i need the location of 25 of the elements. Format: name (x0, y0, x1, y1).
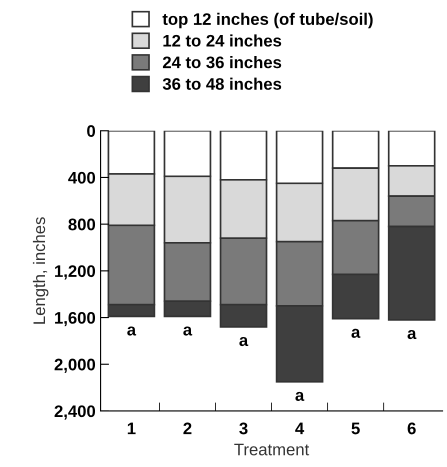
y-tick-label: 2,400 (54, 405, 96, 420)
legend-label: top 12 inches (of tube/soil) (162, 12, 373, 28)
annotation: a (295, 392, 304, 401)
x-tick-label: 1 (128, 422, 136, 434)
x-axis-title: Treatment (234, 444, 310, 456)
annotation: a (183, 326, 192, 336)
y-tick-label: 2,000 (54, 358, 96, 373)
annotation: a (127, 326, 136, 336)
legend-label: 36 to 48 inches (162, 78, 282, 90)
y-tick-label: 1,600 (55, 312, 96, 326)
y-tick-label: 1,200 (55, 265, 96, 280)
x-tick-label: 6 (408, 422, 416, 434)
legend-label: 24 to 36 inches (162, 56, 282, 68)
y-axis-title: Length, inches (32, 217, 48, 324)
x-tick-label: 4 (295, 422, 304, 434)
x-tick-label: 5 (352, 422, 360, 434)
x-tick-label: 2 (183, 422, 192, 434)
annotation: a (239, 336, 248, 346)
y-tick-label: 400 (68, 172, 96, 184)
y-tick-label: 800 (68, 218, 96, 230)
legend-label: 12 to 24 inches (163, 34, 282, 47)
x-tick-label: 3 (239, 422, 248, 434)
annotation: a (351, 328, 360, 338)
annotation: a (408, 330, 416, 340)
y-tick-label: 0 (87, 125, 96, 137)
